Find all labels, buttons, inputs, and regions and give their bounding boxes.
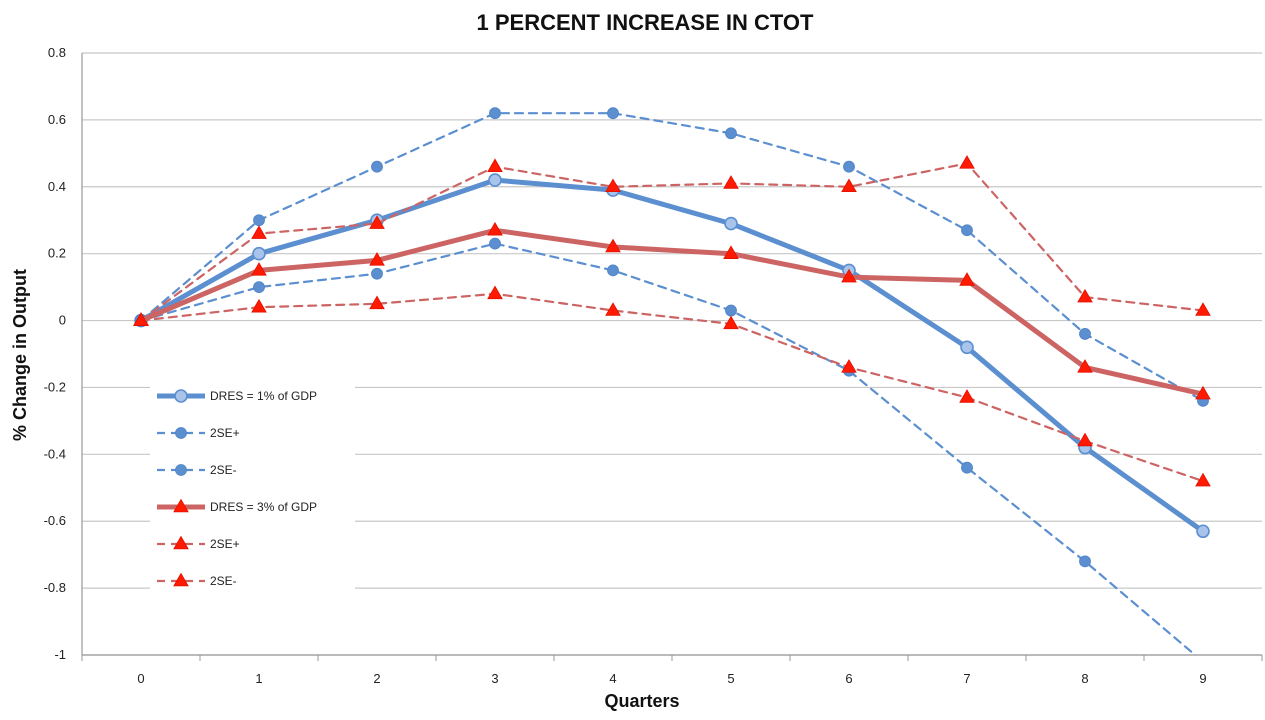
data-point	[252, 246, 266, 261]
data-point	[841, 359, 857, 373]
data-point	[1195, 472, 1211, 487]
y-tick-label: 0	[59, 313, 66, 328]
data-point	[724, 216, 738, 231]
legend-label: 2SE-	[210, 463, 237, 477]
series-dres-3pct-2se-minus	[133, 285, 1211, 487]
y-tick-label: -0.8	[44, 580, 66, 595]
data-point	[607, 107, 619, 120]
legend-marker	[175, 464, 187, 476]
chart-title: 1 PERCENT INCREASE IN CTOT	[477, 10, 815, 35]
x-tick-label: 2	[373, 671, 380, 686]
legend-marker	[173, 535, 189, 550]
data-point	[251, 262, 267, 276]
y-axis-title: % Change in Output	[10, 269, 30, 441]
legend-label: DRES = 3% of GDP	[210, 500, 317, 514]
data-point	[369, 215, 385, 229]
legend-label: 2SE+	[210, 426, 240, 440]
data-point	[251, 298, 267, 313]
data-point	[253, 281, 265, 294]
x-tick-label: 5	[727, 671, 734, 686]
x-axis-title: Quarters	[604, 691, 679, 711]
y-tick-label: -0.6	[44, 513, 66, 528]
series-line	[139, 292, 1205, 483]
legend-marker	[175, 427, 187, 439]
y-tick-label: 0.2	[48, 246, 66, 261]
data-point	[253, 214, 265, 227]
series-line	[138, 177, 1206, 534]
data-point	[1077, 359, 1093, 373]
y-tick-label: -0.4	[44, 446, 66, 461]
data-point	[489, 107, 501, 120]
data-point	[1079, 555, 1091, 568]
data-point	[605, 178, 621, 193]
x-tick-label: 7	[963, 671, 970, 686]
data-point	[723, 315, 739, 330]
data-point	[607, 264, 619, 277]
data-point	[1195, 385, 1211, 400]
y-tick-label: 0.8	[48, 45, 66, 60]
data-point	[1077, 432, 1093, 447]
y-tick-label: -1	[54, 647, 66, 662]
data-point	[1077, 288, 1093, 303]
data-point	[487, 158, 503, 172]
series-line	[139, 242, 1197, 655]
data-point	[959, 272, 975, 286]
series-group	[133, 107, 1211, 655]
data-point	[489, 237, 501, 250]
data-point	[487, 285, 503, 300]
series-line	[139, 112, 1205, 402]
series-line	[138, 227, 1206, 397]
x-tick-label: 3	[491, 671, 498, 686]
y-tick-label: 0.4	[48, 179, 66, 194]
x-tick-label: 0	[137, 671, 144, 686]
y-tick-label: -0.2	[44, 379, 66, 394]
data-point	[1195, 302, 1211, 316]
data-point	[841, 178, 857, 193]
legend-label: 2SE-	[210, 574, 237, 588]
y-tick-label: 0.6	[48, 112, 66, 127]
legend-marker	[173, 572, 189, 587]
data-point	[133, 312, 149, 326]
data-point	[1196, 524, 1210, 539]
data-point	[723, 175, 739, 189]
data-point	[1079, 328, 1091, 340]
data-point	[960, 340, 974, 355]
data-point	[369, 295, 385, 310]
data-point	[725, 127, 737, 140]
x-tick-label: 8	[1081, 671, 1088, 686]
series-dres-1pct-2se-minus	[135, 237, 1197, 655]
x-tick-label: 4	[609, 671, 616, 686]
data-point	[371, 267, 383, 280]
data-point	[843, 160, 855, 173]
axes: -1 -0.8 -0.6 -0.4 -0.2 0 0.2 0.4 0.6 0.8 0 1 2 3 4 5 6 7 8…	[44, 45, 1263, 686]
legend-box	[150, 375, 355, 603]
data-point	[961, 461, 973, 474]
series-dres-3pct	[133, 221, 1211, 400]
legend-marker	[174, 389, 188, 403]
legend-marker	[173, 498, 189, 513]
data-point	[841, 268, 857, 283]
data-point	[369, 252, 385, 266]
legend: DRES = 1% of GDP 2SE+ 2SE- DRES = 3% of GDP…	[150, 375, 355, 603]
x-tick-label: 6	[845, 671, 852, 686]
series-line	[139, 162, 1205, 322]
data-point	[605, 238, 621, 253]
data-point	[959, 389, 975, 403]
data-point	[961, 224, 973, 237]
data-point	[251, 225, 267, 239]
data-point	[725, 304, 737, 317]
x-tick-label: 9	[1199, 671, 1206, 686]
data-point	[723, 245, 739, 259]
legend-label: 2SE+	[210, 537, 240, 551]
data-point	[487, 221, 503, 236]
x-tick-label: 1	[255, 671, 262, 686]
data-point	[371, 160, 383, 173]
data-point	[488, 173, 502, 187]
data-point	[959, 155, 975, 169]
legend-label: DRES = 1% of GDP	[210, 389, 317, 403]
data-point	[605, 302, 621, 316]
